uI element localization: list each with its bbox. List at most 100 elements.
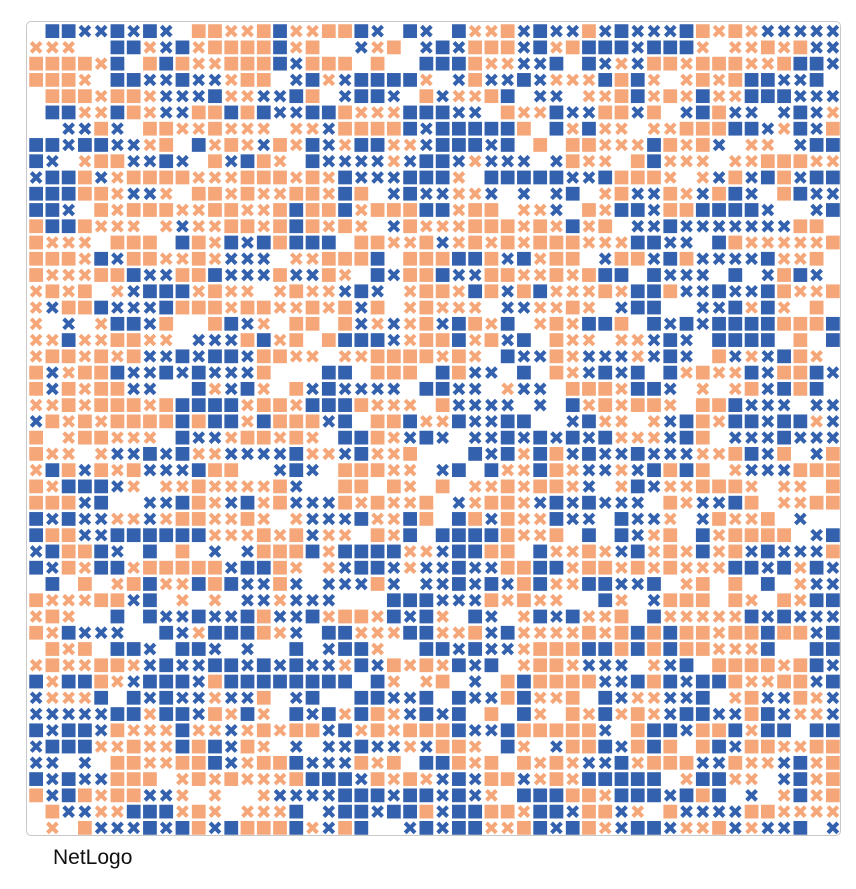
x-turtle-icon [501, 154, 515, 168]
x-turtle-icon [420, 545, 433, 558]
square-turtle-icon [110, 268, 125, 282]
square-turtle-icon [809, 251, 824, 266]
x-turtle-icon [436, 317, 449, 331]
square-turtle-icon [386, 658, 401, 673]
x-turtle-icon [127, 593, 141, 607]
square-turtle-icon [435, 381, 450, 396]
world-canvas[interactable] [28, 23, 841, 836]
square-turtle-icon [354, 658, 369, 673]
square-turtle-icon [825, 755, 840, 770]
square-turtle-icon [159, 658, 174, 673]
square-turtle-icon [208, 414, 222, 429]
square-turtle-icon [468, 447, 483, 461]
x-turtle-icon [224, 431, 238, 444]
square-turtle-icon [240, 154, 255, 169]
square-turtle-icon [549, 365, 564, 380]
x-turtle-icon [728, 382, 742, 396]
x-turtle-icon [533, 398, 547, 412]
x-turtle-icon [615, 593, 628, 607]
square-turtle-icon [728, 544, 743, 559]
square-turtle-icon [809, 463, 824, 478]
x-turtle-icon [208, 333, 222, 347]
square-turtle-icon [289, 447, 304, 461]
x-turtle-icon [647, 561, 661, 575]
x-turtle-icon [647, 545, 661, 558]
square-turtle-icon [354, 707, 369, 721]
square-turtle-icon [419, 268, 434, 282]
square-turtle-icon [175, 73, 190, 87]
square-turtle-icon [159, 674, 174, 689]
square-turtle-icon [370, 414, 385, 429]
square-turtle-icon [630, 820, 645, 835]
x-turtle-icon [680, 333, 693, 347]
square-turtle-icon [159, 560, 174, 575]
x-turtle-icon [517, 268, 531, 282]
square-turtle-icon [240, 56, 255, 71]
square-turtle-icon [224, 674, 239, 689]
square-turtle-icon [468, 316, 483, 331]
x-turtle-icon [62, 366, 75, 379]
x-turtle-icon [322, 740, 336, 753]
x-turtle-icon [338, 740, 352, 753]
x-turtle-icon [306, 593, 319, 607]
square-turtle-icon [760, 723, 775, 738]
square-turtle-icon [614, 755, 629, 770]
square-turtle-icon [403, 625, 417, 640]
x-turtle-icon [306, 252, 319, 266]
x-turtle-icon [111, 512, 124, 526]
x-turtle-icon [794, 252, 807, 266]
x-turtle-icon [826, 821, 840, 835]
square-turtle-icon [793, 658, 808, 673]
x-turtle-icon [728, 463, 742, 477]
square-turtle-icon [143, 414, 157, 429]
square-turtle-icon [728, 577, 743, 591]
x-turtle-icon [582, 284, 596, 298]
square-turtle-icon [370, 203, 385, 217]
square-turtle-icon [614, 642, 629, 656]
square-turtle-icon [403, 186, 417, 201]
x-turtle-icon [582, 219, 596, 233]
x-turtle-icon [143, 398, 157, 412]
x-turtle-icon [598, 203, 612, 217]
x-turtle-icon [468, 772, 482, 786]
x-turtle-icon [322, 577, 336, 591]
square-turtle-icon [728, 593, 743, 608]
x-turtle-icon [273, 658, 287, 672]
square-turtle-icon [256, 690, 271, 705]
x-turtle-icon [728, 366, 742, 379]
x-turtle-icon [485, 138, 498, 152]
square-turtle-icon [809, 658, 824, 673]
square-turtle-icon [647, 642, 661, 656]
square-turtle-icon [256, 105, 271, 120]
square-turtle-icon [273, 674, 287, 689]
square-turtle-icon [647, 398, 661, 412]
x-turtle-icon [403, 740, 417, 753]
square-turtle-icon [29, 447, 44, 461]
x-turtle-icon [94, 57, 108, 70]
square-turtle-icon [793, 186, 808, 201]
square-turtle-icon [370, 121, 385, 136]
x-turtle-icon [338, 154, 352, 168]
square-turtle-icon [126, 739, 141, 754]
x-turtle-icon [696, 301, 710, 314]
square-turtle-icon [338, 609, 352, 624]
x-turtle-icon [127, 284, 141, 298]
square-turtle-icon [647, 625, 661, 640]
x-turtle-icon [29, 610, 43, 623]
square-turtle-icon [452, 528, 466, 543]
square-turtle-icon [565, 820, 580, 835]
world-view[interactable] [26, 21, 841, 836]
x-turtle-icon [176, 252, 189, 266]
x-turtle-icon [647, 122, 661, 136]
square-turtle-icon [695, 528, 710, 543]
x-turtle-icon [485, 154, 498, 168]
square-turtle-icon [663, 642, 678, 656]
square-turtle-icon [240, 219, 255, 234]
x-turtle-icon [745, 398, 758, 412]
square-turtle-icon [419, 105, 434, 120]
square-turtle-icon [126, 414, 141, 429]
square-turtle-icon [78, 89, 92, 104]
square-turtle-icon [598, 739, 613, 754]
square-turtle-icon [289, 707, 304, 721]
square-turtle-icon [419, 609, 434, 624]
